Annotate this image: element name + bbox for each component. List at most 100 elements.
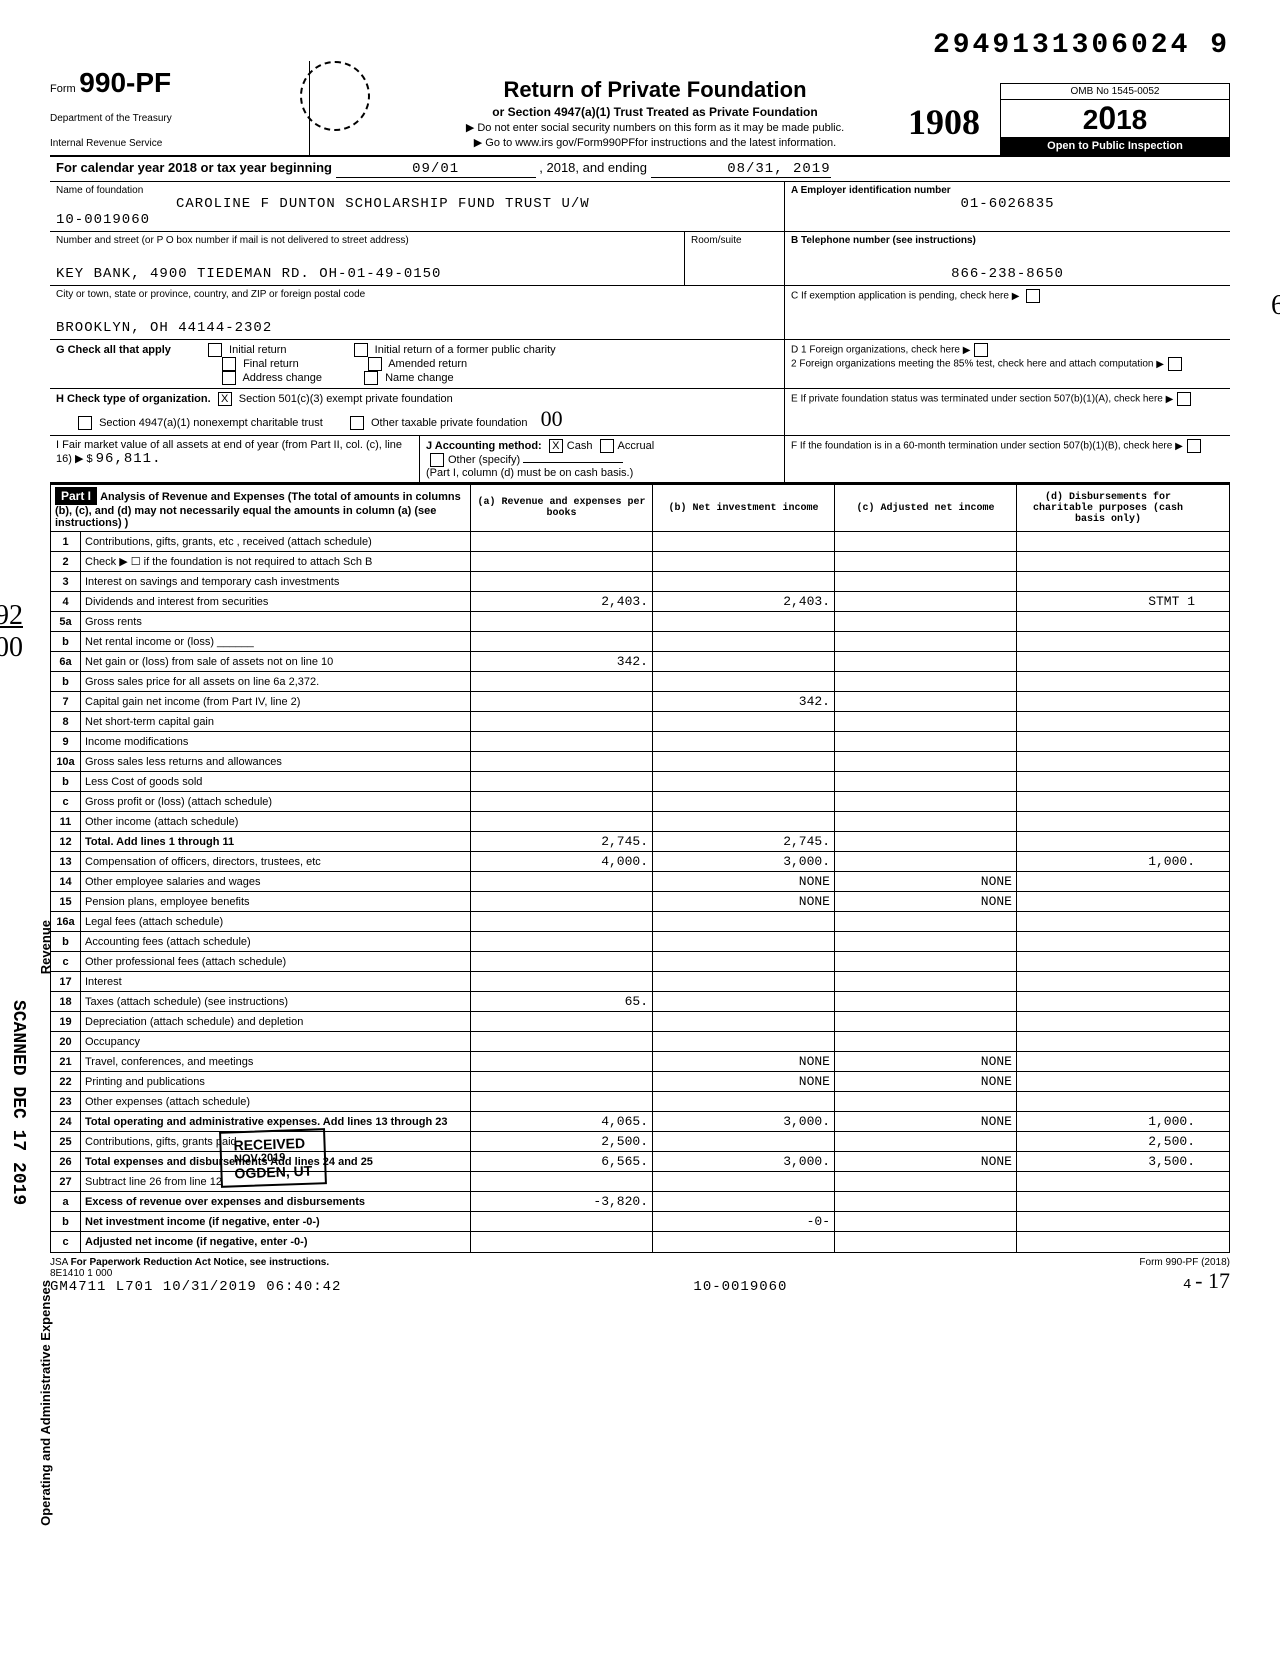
table-row: 24Total operating and administrative exp…	[51, 1112, 1229, 1132]
row-num: 20	[51, 1032, 81, 1051]
table-row: 12Total. Add lines 1 through 112,745.2,7…	[51, 832, 1229, 852]
table-row: 13Compensation of officers, directors, t…	[51, 852, 1229, 872]
j-other: Other (specify)	[448, 454, 520, 466]
g-check-2[interactable]	[222, 357, 236, 371]
row-val-c	[835, 552, 1017, 571]
table-row: 16aLegal fees (attach schedule)	[51, 912, 1229, 932]
row-num: 21	[51, 1052, 81, 1071]
row-desc: Less Cost of goods sold	[81, 772, 471, 791]
row-num: 24	[51, 1112, 81, 1131]
row-num: c	[51, 1232, 81, 1252]
row-val-b	[653, 1132, 835, 1151]
row-val-a	[471, 752, 653, 771]
h-check-1[interactable]	[218, 392, 232, 406]
j-cash-check[interactable]	[549, 439, 563, 453]
table-row: 6aNet gain or (loss) from sale of assets…	[51, 652, 1229, 672]
row-val-a	[471, 952, 653, 971]
g-check-3[interactable]	[222, 371, 236, 385]
row-val-a	[471, 1172, 653, 1191]
c-checkbox[interactable]	[1026, 289, 1040, 303]
row-val-d	[1017, 1092, 1199, 1111]
address: KEY BANK, 4900 TIEDEMAN RD. OH-01-49-015…	[56, 266, 678, 282]
row-val-b: 342.	[653, 692, 835, 711]
row-val-a	[471, 692, 653, 711]
phone-label: B Telephone number (see instructions)	[791, 235, 1224, 246]
row-val-d	[1017, 1052, 1199, 1071]
h-opt-2: Section 4947(a)(1) nonexempt charitable …	[99, 417, 323, 429]
row-val-b	[653, 552, 835, 571]
row-val-a	[471, 612, 653, 631]
g-check-4[interactable]	[354, 343, 368, 357]
h-check-3[interactable]	[350, 416, 364, 430]
row-val-d	[1017, 812, 1199, 831]
row-num: 18	[51, 992, 81, 1011]
row-val-c	[835, 932, 1017, 951]
row-val-a: 2,500.	[471, 1132, 653, 1151]
cal-prefix: For calendar year 2018 or tax year begin…	[56, 160, 332, 175]
row-desc: Interest	[81, 972, 471, 991]
d1-checkbox[interactable]	[974, 343, 988, 357]
row-desc: Total operating and administrative expen…	[81, 1112, 471, 1131]
g-opt-3: Address change	[242, 372, 322, 384]
row-val-c	[835, 772, 1017, 791]
row-num: 2	[51, 552, 81, 571]
j-other-check[interactable]	[430, 453, 444, 467]
row-num: 17	[51, 972, 81, 991]
table-row: 10aGross sales less returns and allowanc…	[51, 752, 1229, 772]
phone-value: 866-238-8650	[791, 266, 1224, 282]
d2-checkbox[interactable]	[1168, 357, 1182, 371]
row-num: 15	[51, 892, 81, 911]
g-check-6[interactable]	[364, 371, 378, 385]
hand-6: 6	[1271, 290, 1280, 322]
j-accrual-check[interactable]	[600, 439, 614, 453]
row-val-b: NONE	[653, 872, 835, 891]
city-value: BROOKLYN, OH 44144-2302	[56, 320, 778, 336]
table-row: 15Pension plans, employee benefitsNONENO…	[51, 892, 1229, 912]
row-num: b	[51, 672, 81, 691]
row-val-a	[471, 1012, 653, 1031]
row-val-b	[653, 632, 835, 651]
e-checkbox[interactable]	[1177, 392, 1191, 406]
row-num: 3	[51, 572, 81, 591]
d2-label: 2 Foreign organizations meeting the 85% …	[791, 359, 1153, 370]
g-check-1[interactable]	[208, 343, 222, 357]
row-desc: Income modifications	[81, 732, 471, 751]
table-row: 9Income modifications	[51, 732, 1229, 752]
row-val-c	[835, 672, 1017, 691]
table-row: bNet investment income (if negative, ent…	[51, 1212, 1229, 1232]
g-opt-2: Final return	[243, 358, 299, 370]
ein-value: 01-6026835	[791, 196, 1224, 212]
row-val-c	[835, 1212, 1017, 1231]
row-num: 12	[51, 832, 81, 851]
row-val-d	[1017, 692, 1199, 711]
row-val-a: 2,745.	[471, 832, 653, 851]
row-val-b	[653, 652, 835, 671]
table-row: 17Interest	[51, 972, 1229, 992]
seal-icon	[300, 61, 370, 131]
row-val-a	[471, 572, 653, 591]
table-row: cAdjusted net income (if negative, enter…	[51, 1232, 1229, 1252]
row-num: 9	[51, 732, 81, 751]
col-b-header: (b) Net investment income	[653, 485, 835, 531]
row-val-a	[471, 632, 653, 651]
row-desc: Pension plans, employee benefits	[81, 892, 471, 911]
row-val-d	[1017, 572, 1199, 591]
row-val-b	[653, 972, 835, 991]
foundation-name: CAROLINE F DUNTON SCHOLARSHIP FUND TRUST…	[56, 196, 778, 212]
row-num: b	[51, 772, 81, 791]
footer-form: Form 990-PF (2018)	[1139, 1257, 1230, 1268]
row-desc: Occupancy	[81, 1032, 471, 1051]
g-check-5[interactable]	[368, 357, 382, 371]
cal-start: 09/01	[336, 161, 536, 178]
footer-code: 8E1410 1 000	[50, 1268, 112, 1279]
row-val-d	[1017, 932, 1199, 951]
table-row: 5aGross rents	[51, 612, 1229, 632]
h-check-2[interactable]	[78, 416, 92, 430]
row-val-a	[471, 892, 653, 911]
f-checkbox[interactable]	[1187, 439, 1201, 453]
col-d-header: (d) Disbursements for charitable purpose…	[1017, 485, 1199, 531]
row-val-a: -3,820.	[471, 1192, 653, 1211]
row-desc: Other expenses (attach schedule)	[81, 1092, 471, 1111]
table-row: 4Dividends and interest from securities2…	[51, 592, 1229, 612]
row-val-c: NONE	[835, 892, 1017, 911]
